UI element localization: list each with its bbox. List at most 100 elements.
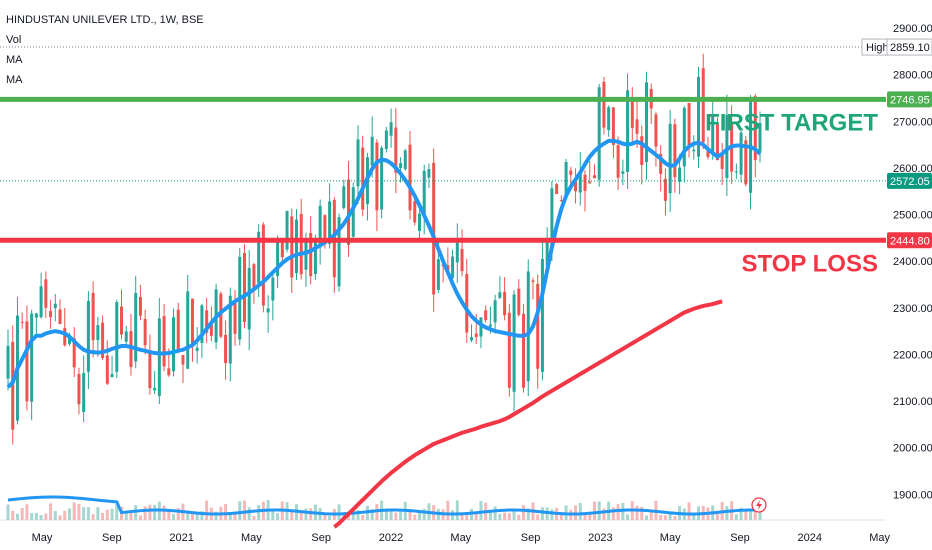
candle-body	[559, 200, 563, 202]
candle-body	[692, 149, 696, 152]
volume-bar	[749, 511, 753, 520]
stop-loss-annotation: STOP LOSS	[742, 250, 879, 277]
volume-bar	[479, 501, 483, 520]
candle-body	[484, 310, 488, 321]
volume-bar	[15, 513, 19, 520]
candle-body	[488, 324, 492, 327]
volume-bar	[190, 511, 194, 520]
candle-body	[380, 147, 384, 210]
candle-body	[758, 122, 762, 152]
candle-body	[455, 242, 459, 263]
candle-body	[280, 241, 284, 257]
y-tick-label: 2800.00	[893, 70, 932, 82]
volume-bar	[744, 508, 748, 520]
volume-bar	[474, 511, 478, 520]
volume-bar	[734, 514, 738, 520]
candle-body	[49, 311, 53, 318]
volume-bar	[446, 500, 450, 520]
volume-bar	[692, 513, 696, 520]
volume-bar	[242, 500, 246, 520]
candle-body	[678, 167, 682, 182]
candle-body	[138, 296, 142, 316]
volume-bar	[186, 511, 190, 520]
candle-body	[389, 122, 393, 136]
volume-bar	[162, 505, 166, 520]
candle-body	[417, 213, 421, 231]
volume-bar	[115, 504, 119, 520]
candle-body	[616, 145, 620, 178]
candle-body	[295, 219, 299, 274]
high-value-tag: 2859.10	[890, 42, 930, 54]
volume-bar	[39, 514, 43, 520]
candle-body	[39, 286, 43, 318]
candle-body	[148, 349, 152, 389]
candle-body	[555, 184, 559, 195]
candle-body	[668, 123, 672, 194]
ma-legend-2: MA	[6, 74, 23, 86]
volume-bar	[597, 501, 601, 520]
candle-body	[134, 293, 138, 362]
candle-body	[569, 170, 573, 175]
candle-body	[711, 115, 715, 155]
volume-bar	[299, 510, 303, 520]
candle-body	[753, 96, 757, 161]
candle-body	[498, 292, 502, 298]
candle-body	[630, 97, 634, 129]
candle-body	[342, 186, 346, 208]
volume-bar	[153, 504, 157, 520]
first-target-annotation: FIRST TARGET	[705, 109, 878, 136]
volume-bar	[67, 508, 71, 520]
volume-bar	[417, 510, 421, 520]
volume-bar	[72, 502, 76, 520]
candle-body	[205, 310, 209, 333]
candle-body	[257, 231, 261, 284]
candle-body	[63, 328, 67, 346]
candle-body	[465, 273, 469, 333]
candle-body	[34, 313, 38, 318]
candle-body	[190, 298, 194, 345]
target-price-tag-bg	[887, 91, 932, 108]
volume-bar	[58, 515, 62, 520]
volume-bar	[143, 506, 147, 520]
y-tick-label: 1900.00	[893, 489, 932, 501]
volume-bar	[370, 509, 374, 520]
volume-bar	[583, 512, 587, 520]
x-tick-label: May	[450, 532, 471, 544]
candle-body	[635, 119, 639, 134]
volume-bar	[257, 505, 261, 520]
volume-bar	[540, 507, 544, 520]
volume-bar	[252, 515, 256, 520]
candle-body	[261, 224, 265, 306]
volume-bar	[96, 507, 100, 520]
candle-body	[474, 333, 478, 337]
flash-icon	[751, 497, 767, 513]
ma-long-line	[333, 299, 723, 529]
candle-body	[304, 240, 308, 270]
volume-bar	[389, 510, 393, 520]
volume-bar	[205, 500, 209, 520]
candle-body	[701, 68, 705, 143]
volume-bar	[25, 504, 29, 520]
volume-bar	[640, 506, 644, 520]
volume-legend: Vol	[6, 34, 22, 46]
y-tick-label: 2500.00	[893, 210, 932, 222]
candle-body	[247, 267, 251, 330]
volume-bar	[493, 506, 497, 520]
candle-body	[682, 107, 686, 167]
candle-body	[744, 140, 748, 185]
volume-bar	[224, 503, 228, 520]
candle-body	[313, 241, 317, 275]
volume-bar	[455, 500, 459, 520]
volume-bar	[176, 507, 180, 520]
candle-body	[115, 302, 119, 372]
volume-bar	[356, 510, 360, 520]
x-tick-label: Sep	[311, 532, 331, 544]
candle-body	[77, 373, 81, 405]
volume-bar	[753, 511, 757, 520]
y-tick-label: 2700.00	[893, 116, 932, 128]
volume-bar	[408, 510, 412, 520]
candles	[6, 53, 762, 445]
target-price-tag: 2746.95	[890, 94, 930, 106]
candle-body	[58, 309, 62, 324]
